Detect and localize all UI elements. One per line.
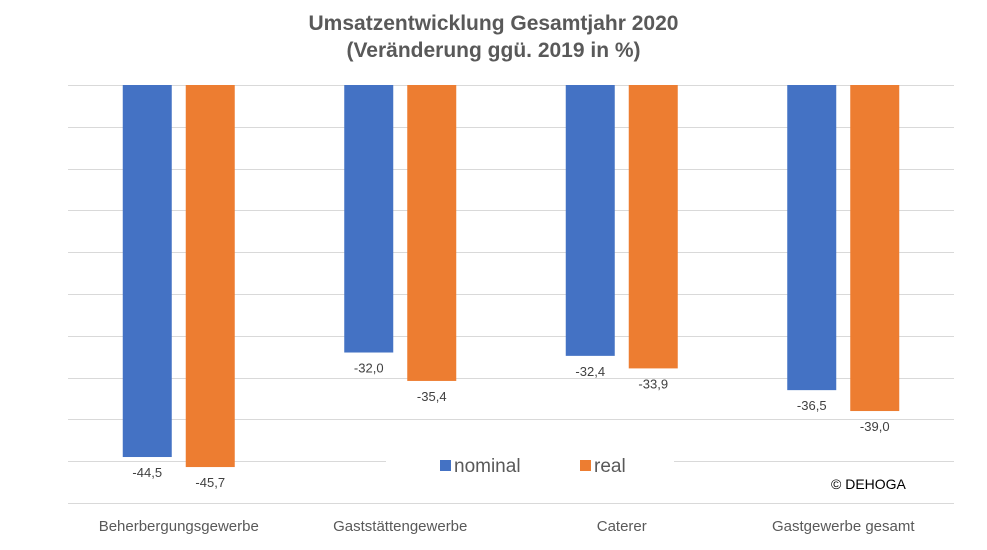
data-label: -39,0 [860,419,890,434]
bar-nominal [565,85,615,356]
bar-real [628,85,678,369]
bar-real [407,85,457,381]
legend-swatch-nominal [440,460,451,471]
x-tick-label: Gaststättengewerbe [333,518,467,535]
data-label: -32,4 [575,364,605,379]
chart-title: Umsatzentwicklung Gesamtjahr 2020 [308,12,679,35]
legend-background [386,449,674,485]
data-label: -35,4 [417,389,447,404]
data-label: -32,0 [354,361,384,376]
bar-nominal [787,85,837,391]
legend-label-nominal: nominal [454,456,521,477]
bar-real [185,85,235,468]
data-label: -44,5 [132,465,162,480]
legend-label-real: real [594,456,626,477]
bar-nominal [344,85,394,353]
data-label: -36,5 [797,398,827,413]
data-label: -33,9 [638,376,668,391]
legend-swatch-real [580,460,591,471]
x-tick-label: Caterer [597,518,647,535]
x-tick-label: Gastgewerbe gesamt [772,518,915,535]
bar-nominal [122,85,172,458]
chart-subtitle: (Veränderung ggü. 2019 in %) [346,39,641,62]
bar-real [850,85,900,412]
copyright-note: © DEHOGA [831,476,906,492]
data-label: -45,7 [195,475,225,490]
chart-title-block: Umsatzentwicklung Gesamtjahr 2020 (Verän… [0,10,987,64]
x-tick-label: Beherbergungsgewerbe [99,518,259,535]
